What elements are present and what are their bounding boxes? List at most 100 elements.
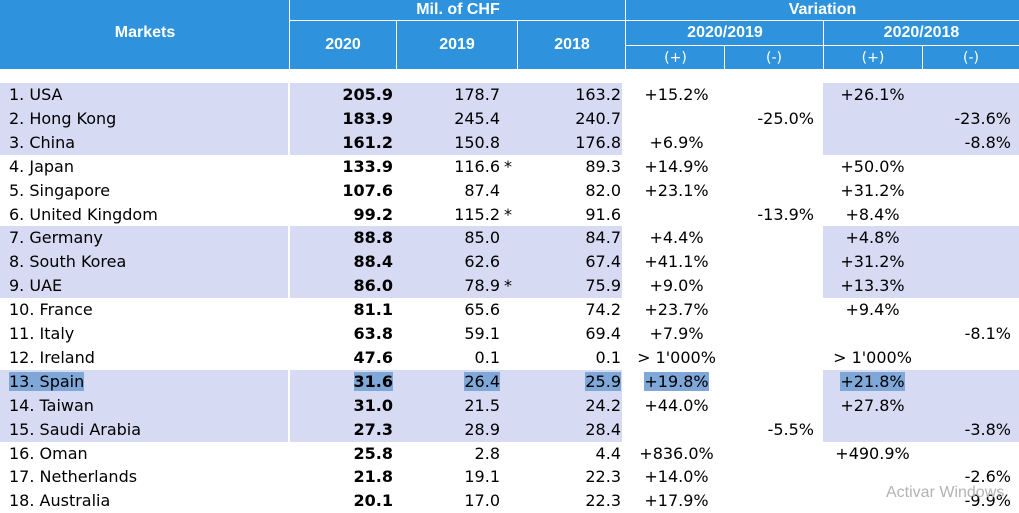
variation-2019-minus-cell [724, 322, 814, 346]
variation-2018-plus-cell: +13.3% [840, 276, 905, 296]
table-row: 6. United Kingdom 99.2 115.2 * 91.6 -13.9% +8.… [0, 203, 1019, 227]
row-band [290, 393, 622, 418]
asterisk-mark [504, 107, 516, 131]
selected-text: 25.9 [585, 371, 621, 391]
divider [290, 20, 1019, 21]
value-2020-cell: 21.8 [353, 467, 393, 487]
market-cell: 11. Italy [9, 324, 75, 343]
table-row: 10. France 81.1 65.6 74.2 +23.7% +9.4% [0, 298, 1019, 322]
variation-2019-plus-cell: +6.9% [649, 132, 704, 152]
variation-2018-plus-cell: +9.4% [845, 300, 900, 320]
variation-2018-plus-cell: +8.4% [845, 204, 900, 224]
value-2020-cell: 161.2 [342, 132, 393, 152]
variation-2019-minus-cell [724, 179, 814, 203]
variation-2019-plus-cell: +14.0% [644, 467, 709, 487]
market-cell: 12. Ireland [9, 347, 95, 367]
row-band [290, 83, 622, 107]
variation-2019-minus-cell [724, 155, 814, 179]
variation-2018-minus-cell [922, 203, 1011, 227]
variation-2019-plus-cell: > 1'000% [637, 347, 716, 367]
variation-2019-plus-cell: +4.4% [649, 228, 704, 248]
year-2020-header: 2020 [325, 36, 361, 53]
variation-2018-minus-cell [922, 250, 1011, 274]
variation-2019-plus-cell: +14.9% [644, 156, 709, 176]
value-2019-cell: 21.5 [464, 395, 500, 415]
divider [724, 46, 725, 69]
year-2019-header: 2019 [439, 36, 475, 53]
variation-2018-minus-cell: -3.8% [964, 419, 1011, 439]
row-band [290, 274, 622, 299]
variation-2019-plus-cell: +44.0% [644, 395, 709, 415]
variation-2019-minus-cell [724, 370, 814, 394]
row-band [823, 106, 1019, 131]
divider [517, 21, 518, 69]
variation-2019-plus-cell: +15.2% [644, 85, 709, 104]
value-2019-cell: 17.0 [464, 491, 500, 511]
variation-2019-minus-cell [724, 465, 814, 489]
variation-2018-minus-cell [922, 226, 1011, 250]
row-band [0, 83, 288, 107]
variation-2018-plus-cell: +31.2% [840, 180, 905, 200]
row-band [0, 226, 288, 251]
value-2018-cell: 4.4 [595, 443, 621, 463]
table-row: 3. China 161.2 150.8 176.8 +6.9% -8.8% [0, 130, 1019, 155]
market-cell: 13. Spain [9, 370, 85, 394]
asterisk-mark [504, 465, 516, 489]
value-2018-cell: 0.1 [595, 347, 621, 367]
market-cell: 2. Hong Kong [9, 108, 117, 128]
asterisk-mark [504, 179, 516, 203]
variation-2019-minus-cell [724, 489, 814, 513]
value-2020-cell: 133.9 [342, 156, 393, 176]
value-2020-cell: 31.0 [353, 395, 393, 415]
asterisk-mark [504, 370, 516, 394]
market-cell: 4. Japan [9, 156, 74, 176]
selected-text: 13. Spain [9, 371, 85, 391]
value-2018-cell: 75.9 [585, 276, 621, 296]
activation-watermark: Activar Windows [886, 484, 1005, 501]
row-band [290, 250, 622, 275]
table-row: 18. Australia 20.1 17.0 22.3 +17.9% -9.9% [0, 489, 1019, 513]
market-cell: 16. Oman [9, 443, 88, 463]
table-row: 16. Oman 25.8 2.8 4.4 +836.0% +490.9% [0, 442, 1019, 466]
table-row: 2. Hong Kong 183.9 245.4 240.7 -25.0% -23.6% [0, 106, 1019, 131]
divider [922, 46, 923, 69]
variation-2018-minus-cell [922, 179, 1011, 203]
value-2019-cell: 62.6 [464, 252, 500, 272]
value-2020-cell: 27.3 [353, 419, 393, 439]
table-header: Markets Mil. of CHF Variation 2020 2019 … [0, 0, 1019, 69]
table-row: 12. Ireland 47.6 0.1 0.1 > 1'000% > 1'000% [0, 346, 1019, 370]
value-2019-cell: 245.4 [454, 108, 500, 128]
variation-2018-minus-cell [922, 346, 1011, 370]
row-band [290, 369, 622, 394]
value-2018-cell: 163.2 [575, 85, 621, 104]
variation-2019-plus-cell: +836.0% [639, 443, 714, 463]
value-2019-cell: 150.8 [454, 132, 500, 152]
value-2020-cell: 205.9 [342, 85, 393, 104]
variation-2018-plus-cell: > 1'000% [833, 347, 912, 367]
variation-2018-plus-cell: +21.8% [825, 370, 920, 394]
table-row: 5. Singapore 107.6 87.4 82.0 +23.1% +31.2% [0, 179, 1019, 203]
market-cell: 18. Australia [9, 491, 111, 511]
variation-2020-2018-header: 2020/2018 [883, 24, 960, 41]
variation-2018-minus-cell: -8.8% [964, 132, 1011, 152]
asterisk-mark [504, 394, 516, 418]
value-2019-cell: 2.8 [474, 443, 500, 463]
value-2020-cell: 25.8 [353, 443, 393, 463]
variation-2018-plus-cell [825, 107, 920, 131]
value-2018-cell: 67.4 [585, 252, 621, 272]
market-cell: 10. France [9, 300, 93, 320]
value-2018-cell: 24.2 [585, 395, 621, 415]
value-2020-cell: 20.1 [353, 491, 393, 511]
value-2019-cell: 65.6 [464, 300, 500, 320]
divider [289, 0, 290, 69]
year-2018-header: 2018 [554, 36, 590, 53]
value-2018-cell: 22.3 [585, 467, 621, 487]
value-2020-cell: 107.6 [342, 180, 393, 200]
asterisk-mark [504, 346, 516, 370]
markets-header: Markets [114, 23, 176, 41]
table-row: 14. Taiwan 31.0 21.5 24.2 +44.0% +27.8% [0, 393, 1019, 418]
market-cell: 5. Singapore [9, 180, 111, 200]
variation-2019-minus-cell [724, 250, 814, 274]
variation-2018-plus-cell: +27.8% [840, 395, 905, 415]
value-2019-cell: 28.9 [464, 419, 500, 439]
